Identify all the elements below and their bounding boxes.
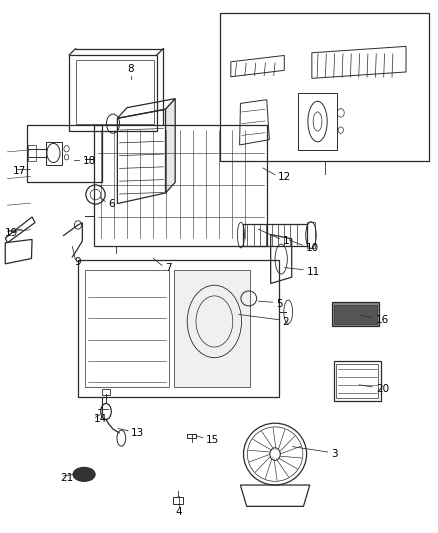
Bar xyxy=(307,222,315,248)
Text: 7: 7 xyxy=(166,263,172,272)
Text: 4: 4 xyxy=(175,507,182,516)
Text: 11: 11 xyxy=(307,267,320,277)
Bar xyxy=(78,260,279,397)
Bar xyxy=(27,125,102,182)
Bar xyxy=(85,270,169,387)
Bar xyxy=(243,224,307,246)
Polygon shape xyxy=(166,99,175,193)
Text: 8: 8 xyxy=(127,64,134,74)
Bar xyxy=(220,13,429,161)
Text: 16: 16 xyxy=(376,315,389,325)
Bar xyxy=(76,60,154,124)
Text: 17: 17 xyxy=(13,166,26,175)
Bar xyxy=(28,145,36,161)
Text: 13: 13 xyxy=(131,428,144,438)
Bar xyxy=(298,93,337,150)
Bar xyxy=(102,389,110,395)
Text: 18: 18 xyxy=(82,156,95,166)
Bar xyxy=(174,270,251,387)
Bar xyxy=(336,364,378,398)
Text: 2: 2 xyxy=(283,318,289,327)
Text: 3: 3 xyxy=(331,449,337,459)
Text: 12: 12 xyxy=(278,172,291,182)
Bar xyxy=(94,125,267,246)
Bar xyxy=(69,55,157,131)
Bar xyxy=(334,305,377,324)
Text: 6: 6 xyxy=(109,199,115,208)
Text: 21: 21 xyxy=(60,473,74,483)
Text: 19: 19 xyxy=(4,228,18,238)
Text: 14: 14 xyxy=(94,415,107,424)
Bar xyxy=(46,142,62,165)
Text: 15: 15 xyxy=(206,435,219,445)
Bar xyxy=(332,302,379,326)
Text: 10: 10 xyxy=(306,243,319,253)
Text: 20: 20 xyxy=(376,384,389,394)
Ellipse shape xyxy=(73,467,95,481)
Text: 5: 5 xyxy=(276,299,283,309)
Text: 1: 1 xyxy=(283,236,289,246)
Bar xyxy=(334,361,381,401)
Text: 9: 9 xyxy=(74,257,81,267)
